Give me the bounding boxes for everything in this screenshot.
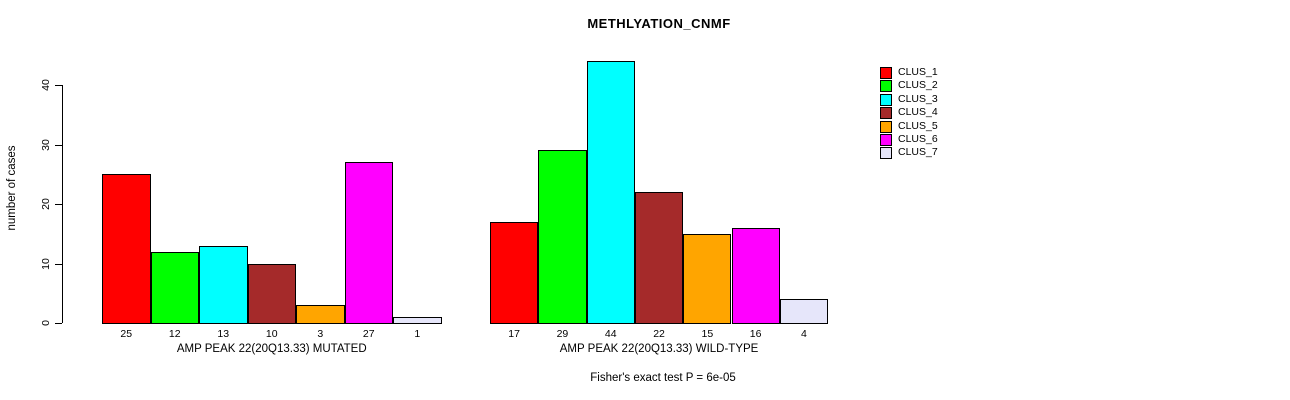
legend-swatch-clus-7 [880,147,892,160]
bar-value-label: 25 [120,328,133,340]
bar-clus-4 [247,263,296,324]
y-tick-label: 30 [40,138,52,151]
y-tick-mark [55,323,62,324]
bar-clus-5 [683,233,732,324]
y-tick-label: 10 [40,257,52,270]
annotation-fisher-test: Fisher's exact test P = 6e-05 [590,372,736,384]
bar-value-label: 29 [556,328,569,340]
bar-value-label: 10 [265,328,278,340]
y-tick-mark [55,204,62,205]
group-axis-label: AMP PEAK 22(20Q13.33) MUTATED [176,343,367,355]
bar-value-label: 22 [653,328,665,340]
bar-value-label: 4 [801,328,807,340]
legend-label: CLUS_6 [898,133,938,145]
group-axis-label: AMP PEAK 22(20Q13.33) WILD-TYPE [559,343,759,355]
legend-label: CLUS_3 [898,92,938,105]
bar-value-label: 15 [701,328,714,340]
y-tick-mark [55,85,62,86]
chart-title: METHLYATION_CNMF [587,16,731,31]
bar-clus-5 [296,305,345,324]
y-tick-label: 40 [40,79,52,91]
bar-clus-3 [199,245,248,324]
bar-value-label: 3 [317,328,324,340]
bar-value-label: 44 [604,328,617,340]
bar-value-label: 16 [749,328,762,340]
bar-value-label: 1 [414,328,421,340]
bar-clus-2 [150,251,199,324]
y-axis-line [62,85,63,323]
bar-clus-7 [779,299,829,324]
bar-clus-6 [344,162,393,324]
bar-clus-1 [102,174,151,324]
legend-swatch-clus-5 [880,120,892,133]
legend-label: CLUS_2 [898,79,938,92]
bar-value-label: 27 [362,328,375,340]
legend-label: CLUS_1 [898,66,938,78]
bar-clus-1 [490,221,539,324]
bar-clus-7 [393,317,442,324]
legend-swatch-clus-6 [880,134,892,146]
legend-label: CLUS_5 [898,119,938,132]
y-tick-label: 20 [40,198,52,210]
y-tick-label: 0 [40,320,52,326]
bar-value-label: 17 [508,328,520,340]
y-axis-label: number of cases [6,145,18,231]
legend-label: CLUS_4 [898,106,938,119]
y-tick-mark [55,263,62,265]
y-tick-mark [55,144,62,146]
bar-clus-4 [634,192,684,324]
legend-swatch-clus-2 [880,80,892,93]
legend-swatch-clus-1 [880,67,892,79]
bar-clus-3 [586,61,635,324]
legend-swatch-clus-3 [880,93,892,106]
bar-clus-2 [538,150,587,324]
bar-clus-6 [731,227,780,324]
bar-value-label: 12 [168,328,181,340]
legend-swatch-clus-4 [880,107,892,120]
legend-label: CLUS_7 [898,146,938,159]
bar-value-label: 13 [217,328,230,340]
